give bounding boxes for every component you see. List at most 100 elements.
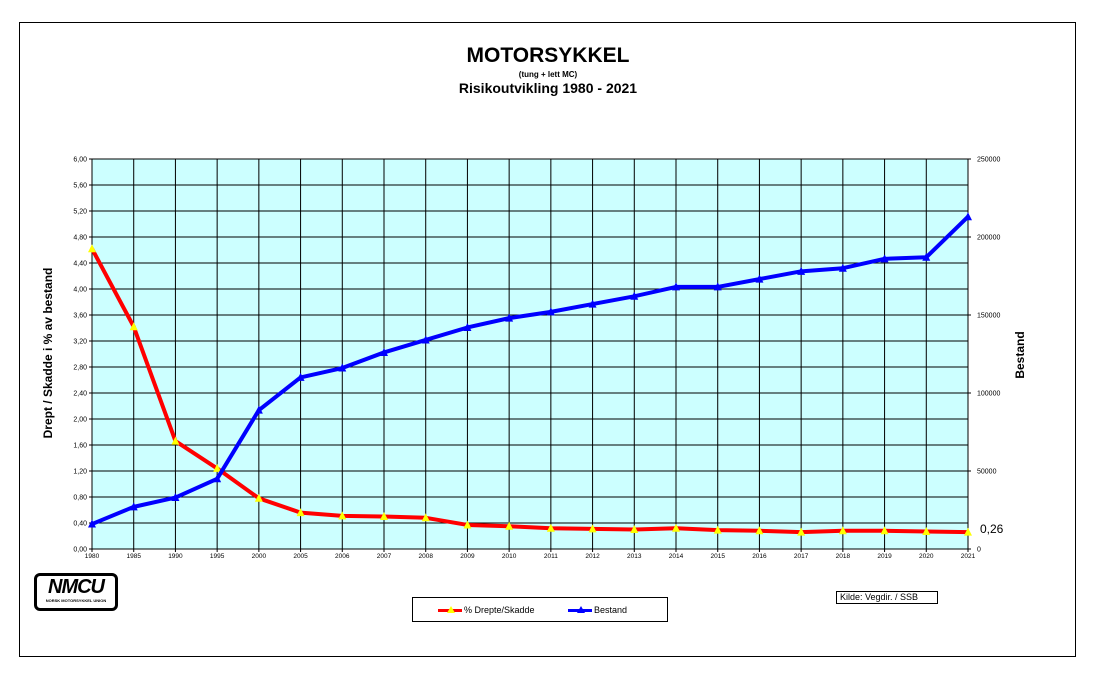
- y-tick-label: 4,40: [73, 261, 87, 268]
- x-tick-label: 2015: [710, 553, 725, 560]
- x-tick-label: 2006: [335, 553, 350, 560]
- y2-tick-label: 0: [977, 547, 981, 554]
- logo-text: NMCU: [48, 576, 105, 598]
- x-tick-label: 1990: [168, 553, 183, 560]
- legend-item-bestand: Bestand: [568, 604, 627, 616]
- data-point-bestand: [630, 291, 639, 300]
- x-tick-label: 2000: [252, 553, 267, 560]
- series-line-bestand: [91, 215, 970, 526]
- y2-tick-label: 200000: [977, 235, 1000, 242]
- data-point-bestand: [254, 405, 263, 414]
- y-tick-label: 2,00: [73, 417, 87, 424]
- data-point-drepte-skadde: [838, 526, 847, 535]
- data-point-bestand: [713, 282, 722, 291]
- data-point-bestand: [922, 252, 931, 261]
- data-point-drepte-skadde: [964, 527, 972, 536]
- y-tick-label: 0,80: [73, 495, 87, 502]
- legend-label-bestand: Bestand: [594, 605, 628, 615]
- data-point-bestand: [672, 282, 680, 291]
- nmcu-logo: NMCU NORSK MOTORSYKKEL UNION: [34, 573, 118, 611]
- y2-tick-label: 250000: [977, 157, 1000, 164]
- data-point-bestand: [463, 322, 472, 331]
- x-tick-label: 2014: [669, 553, 684, 560]
- data-point-bestand: [421, 335, 430, 344]
- x-tick-label: 2008: [418, 553, 433, 560]
- data-point-drepte-skadde: [672, 523, 680, 532]
- y-tick-label: 1,20: [73, 469, 87, 476]
- chart-subtitle-period: Risikoutvikling 1980 - 2021: [458, 80, 638, 96]
- x-tick-label: 2019: [877, 553, 892, 560]
- data-point-bestand: [129, 502, 138, 511]
- series-line-drepte-skadde: [90, 247, 969, 535]
- y-tick-label: 6,00: [73, 157, 87, 164]
- legend-item-drepte-skadde: % Drepte/Skadde: [438, 604, 535, 616]
- data-point-bestand: [880, 254, 889, 263]
- y2-tick-label: 100000: [977, 391, 1000, 398]
- x-tick-label: 1985: [126, 553, 141, 560]
- data-point-bestand: [838, 263, 847, 272]
- x-tick-label: 1980: [85, 553, 100, 560]
- x-tick-label: 2017: [794, 553, 809, 560]
- y-tick-label: 4,00: [73, 287, 87, 294]
- data-point-drepte-skadde: [171, 436, 180, 445]
- data-point-bestand: [213, 474, 222, 483]
- data-point-bestand: [546, 307, 555, 316]
- y-tick-label: 0,00: [73, 547, 87, 554]
- data-point-drepte-skadde: [630, 525, 639, 533]
- chart-legend: % Drepte/Skadde Bestand: [412, 597, 668, 622]
- x-tick-label: 1995: [210, 553, 225, 560]
- data-point-bestand: [380, 347, 388, 356]
- y-tick-label: 5,60: [73, 183, 87, 190]
- data-point-drepte-skadde: [755, 526, 764, 535]
- y-tick-label: 5,20: [73, 209, 87, 216]
- x-tick-label: 2020: [919, 553, 934, 560]
- data-point-drepte-skadde: [797, 527, 806, 536]
- data-point-drepte-skadde: [922, 526, 931, 535]
- data-point-drepte-skadde: [463, 520, 472, 529]
- data-point-drepte-skadde: [129, 322, 138, 331]
- y2-tick-label: 150000: [977, 313, 1000, 320]
- source-note: Kilde: Vegdir. / SSB: [836, 591, 938, 604]
- data-point-drepte-skadde: [338, 511, 347, 520]
- chart-subtitle: (tung + lett MC): [518, 70, 578, 79]
- y-tick-label: 1,60: [73, 443, 87, 450]
- data-point-drepte-skadde: [588, 524, 597, 533]
- data-point-bestand: [797, 266, 806, 275]
- legend-label-drepte-skadde: % Drepte/Skadde: [464, 605, 535, 615]
- data-point-bestand: [171, 493, 180, 502]
- y-tick-label: 2,80: [73, 365, 87, 372]
- y-tick-label: 4,80: [73, 235, 87, 242]
- x-tick-label: 2010: [502, 553, 517, 560]
- data-point-bestand: [338, 363, 347, 372]
- chart-title: MOTORSYKKEL: [466, 44, 630, 67]
- data-point-bestand: [88, 519, 96, 528]
- y-tick-label: 2,40: [73, 391, 87, 398]
- data-point-drepte-skadde: [421, 513, 430, 522]
- data-point-drepte-skadde: [546, 523, 555, 532]
- data-point-drepte-skadde: [213, 463, 222, 472]
- y-tick-label: 0,40: [73, 521, 87, 528]
- x-tick-label: 2016: [752, 553, 767, 560]
- y2-tick-label: 50000: [977, 469, 997, 476]
- data-point-drepte-skadde: [505, 521, 514, 530]
- x-tick-label: 2021: [961, 553, 976, 560]
- data-point-bestand: [755, 274, 764, 283]
- y-tick-label: 3,60: [73, 313, 87, 320]
- data-point-drepte-skadde: [88, 244, 96, 253]
- data-point-bestand: [296, 372, 305, 381]
- x-tick-label: 2013: [627, 553, 642, 560]
- x-tick-label: 2011: [544, 553, 558, 560]
- legend-swatch-red: [438, 605, 462, 613]
- data-point-drepte-skadde: [296, 508, 305, 517]
- data-point-drepte-skadde: [254, 493, 263, 502]
- logo-subtext: NORSK MOTORSYKKEL UNION: [45, 598, 107, 603]
- y-tick-label: 3,20: [73, 339, 87, 346]
- x-tick-label: 2007: [377, 553, 392, 560]
- plot-area: [91, 158, 969, 550]
- legend-swatch-blue: [568, 605, 592, 613]
- data-point-drepte-skadde: [713, 525, 722, 534]
- data-point-bestand: [505, 313, 514, 322]
- x-tick-label: 2018: [836, 553, 851, 560]
- x-tick-label: 2012: [585, 553, 600, 560]
